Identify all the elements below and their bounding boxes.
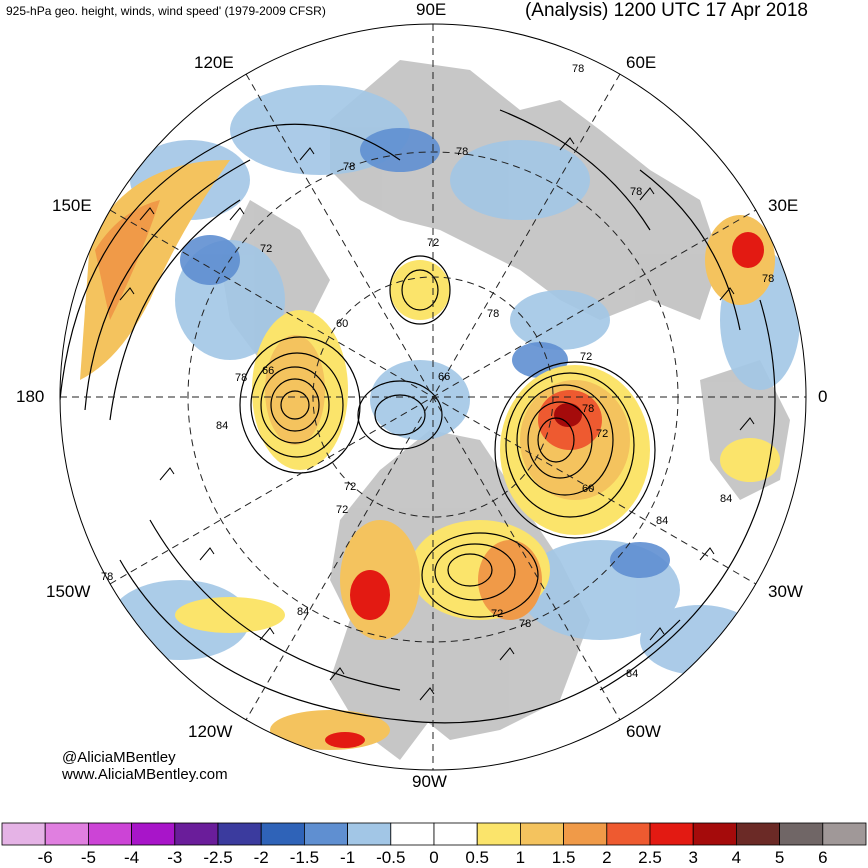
lon-label-30w: 30W: [768, 582, 803, 601]
wind-barbs: [119, 137, 755, 701]
contour-label: 72: [596, 428, 608, 440]
contour-label: 72: [427, 237, 439, 249]
colorbar-tick-label: 4: [731, 848, 742, 867]
contour-label: 66: [262, 365, 274, 377]
contour-label: 78: [572, 63, 584, 75]
colorbar-swatch: [303, 822, 348, 846]
contour-label: 78: [630, 186, 642, 198]
polar-map: 78 78 78 78 72 72 72 78 60 66 66 84 78 7…: [59, 23, 807, 771]
colorbar-tick-label: -2: [253, 848, 269, 867]
colorbar-tick-label: 0.5: [465, 848, 490, 867]
colorbar-tick-label: -1.5: [289, 848, 320, 867]
colorbar-tick-label: 1.5: [551, 848, 576, 867]
contour-label: 72: [580, 351, 592, 363]
colorbar-tick-label: 2: [602, 848, 612, 867]
colorbar-tick-label: -5: [80, 848, 96, 867]
colorbar-swatch: [44, 822, 89, 846]
contour-label: 78: [487, 308, 499, 320]
colorbar-tick-label: 5: [774, 848, 785, 867]
lon-label-120e: 120E: [194, 53, 234, 72]
colorbar-tick-label: -6: [37, 848, 53, 867]
contour-label: 78: [456, 146, 468, 158]
contour-label: 66: [438, 371, 450, 383]
contour-label: 72: [344, 481, 356, 493]
colorbar-swatch: [433, 822, 478, 846]
contour-label: 78: [519, 618, 531, 630]
colorbar-tick-label: -4: [124, 848, 140, 867]
map-disk: [60, 24, 806, 770]
lon-label-90e: 90E: [416, 0, 447, 19]
colorbar-swatch: [779, 822, 824, 846]
contour-label: 78: [235, 372, 247, 384]
credit-handle: @AliciaMBentley: [62, 749, 176, 766]
graticule: [60, 24, 806, 770]
lon-label-90w: 90W: [412, 772, 447, 791]
lon-label-150e: 150E: [52, 196, 92, 215]
colorbar-tick-label: 1: [515, 848, 526, 867]
colorbar-swatch: [131, 822, 176, 846]
lon-label-0: 0: [818, 387, 828, 406]
colorbar-tick-label: -2.5: [203, 848, 233, 867]
contour-label: 60: [582, 483, 594, 495]
colorbar-swatch: [174, 822, 219, 846]
colorbar-swatch: [217, 822, 262, 846]
colorbar-tick-label: 2.5: [638, 848, 662, 867]
map-boundary: [59, 23, 807, 771]
contour-label: 84: [656, 515, 668, 527]
colorbar-tick-label: 3: [688, 848, 698, 867]
lon-label-120w: 120W: [188, 722, 233, 741]
contour-label: 72: [336, 504, 348, 516]
colorbar-swatch: [390, 822, 435, 846]
contour-label: 84: [216, 420, 228, 432]
lon-label-60e: 60E: [626, 53, 657, 72]
contour-label: 72: [491, 608, 503, 620]
contour-label: 84: [297, 606, 309, 618]
contour-label: 84: [720, 493, 732, 505]
colorbar-tick-label: -0.5: [376, 848, 406, 867]
contour-labels: 78 78 78 78 72 72 72 78 60 66 66 84 78 7…: [101, 63, 774, 680]
map-title: 925-hPa geo. height, winds, wind speed' …: [6, 4, 326, 18]
colorbar-tick-label: -1: [340, 848, 356, 867]
lon-label-60w: 60W: [626, 722, 661, 741]
lon-label-30e: 30E: [768, 196, 799, 215]
colorbar-swatch: [476, 822, 521, 846]
height-contours: [60, 109, 776, 724]
colorbar-swatch: [649, 822, 694, 846]
contour-label: 72: [260, 243, 272, 255]
contour-label: 78: [582, 403, 594, 415]
contour-label: 78: [343, 161, 355, 173]
contour-label: 84: [626, 668, 638, 680]
colorbar-swatch: [88, 822, 133, 846]
colorbar-swatch: [692, 822, 737, 846]
positive-anomalies: [80, 160, 780, 750]
colorbar-swatch: [260, 822, 305, 846]
colorbar-tick-label: 0: [429, 848, 439, 867]
colorbar-swatch: [822, 822, 867, 846]
credit-site: www.AliciaMBentley.com: [62, 766, 228, 783]
contour-label: 78: [101, 571, 113, 583]
contour-label: 78: [762, 273, 774, 285]
lon-label-180: 180: [16, 387, 45, 406]
colorbar-tick-label: 6: [818, 848, 828, 867]
colorbar-swatch: [520, 822, 565, 846]
colorbar-swatch: [347, 822, 392, 846]
colorbar-swatch: [736, 822, 781, 846]
valid-time: (Analysis) 1200 UTC 17 Apr 2018: [524, 0, 808, 21]
contour-label: 60: [336, 318, 348, 330]
colorbar-swatch: [1, 822, 46, 846]
colorbar-swatch: [563, 822, 608, 846]
colorbar-tick-label: -3: [167, 848, 183, 867]
colorbar: [1, 822, 867, 846]
colorbar-swatch: [606, 822, 651, 846]
lon-label-150w: 150W: [46, 582, 91, 601]
